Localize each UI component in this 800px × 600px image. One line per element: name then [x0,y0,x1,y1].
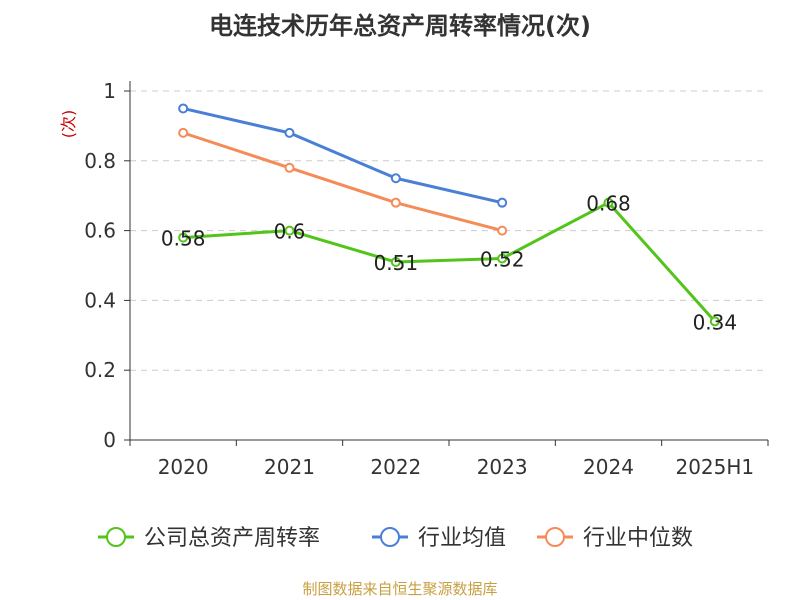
label-layer: 0.58 0.6 0.51 0.52 0.68 0.34 [161,192,737,335]
y-axis-unit: (次) [59,110,78,139]
data-point [497,253,508,264]
axis-layer: 0 0.2 0.4 0.6 0.8 1 2020 2021 2022 2023 2024 2025H1… [59,79,769,479]
y-tick-label: 0.6 [84,219,116,243]
data-point [284,162,295,173]
grid-layer [130,90,768,371]
x-tick-label: 2023 [477,455,528,479]
x-tick-label: 2024 [583,455,634,479]
data-point [390,197,401,208]
data-point [709,316,720,327]
series-line-2 [182,131,503,233]
data-point [178,127,189,138]
y-tick-label: 0.8 [84,149,116,173]
chart-title: 电连技术历年总资产周转率情况(次) [209,12,591,40]
data-label: 0.6 [274,220,306,244]
series-layer [178,103,720,327]
data-label: 0.34 [693,310,738,334]
data-point [497,197,508,208]
data-label: 0.51 [374,251,419,275]
data-label: 0.52 [480,248,525,272]
x-tick-label: 2020 [158,455,209,479]
y-tick-label: 0.4 [84,288,116,312]
series-line-0 [183,201,716,323]
data-point [284,225,295,236]
x-tick-label: 2021 [264,455,315,479]
x-tick-label: 2022 [370,455,421,479]
data-point [497,225,508,236]
data-point [390,257,401,268]
x-tick-label: 2025H1 [675,455,754,479]
series-line-1 [182,106,503,205]
data-point [178,232,189,243]
y-tick-label: 0 [103,428,116,452]
legend-marker [545,527,565,547]
data-point [284,127,295,138]
y-tick-label: 1 [103,79,116,103]
legend-label: 行业均值 [418,526,506,551]
legend-label: 公司总资产周转率 [144,526,320,551]
data-label: 0.58 [161,227,206,251]
legend-marker [380,527,400,547]
y-tick-label: 0.2 [84,358,116,382]
legend-label: 行业中位数 [583,526,693,551]
source-note: 制图数据来自恒生聚源数据库 [302,580,498,598]
legend-marker [106,527,126,547]
data-label: 0.68 [586,192,631,216]
data-point [603,197,614,208]
data-point [178,103,189,114]
legend: 公司总资产周转率 行业均值 行业中位数 [98,526,693,551]
data-point [390,173,401,184]
